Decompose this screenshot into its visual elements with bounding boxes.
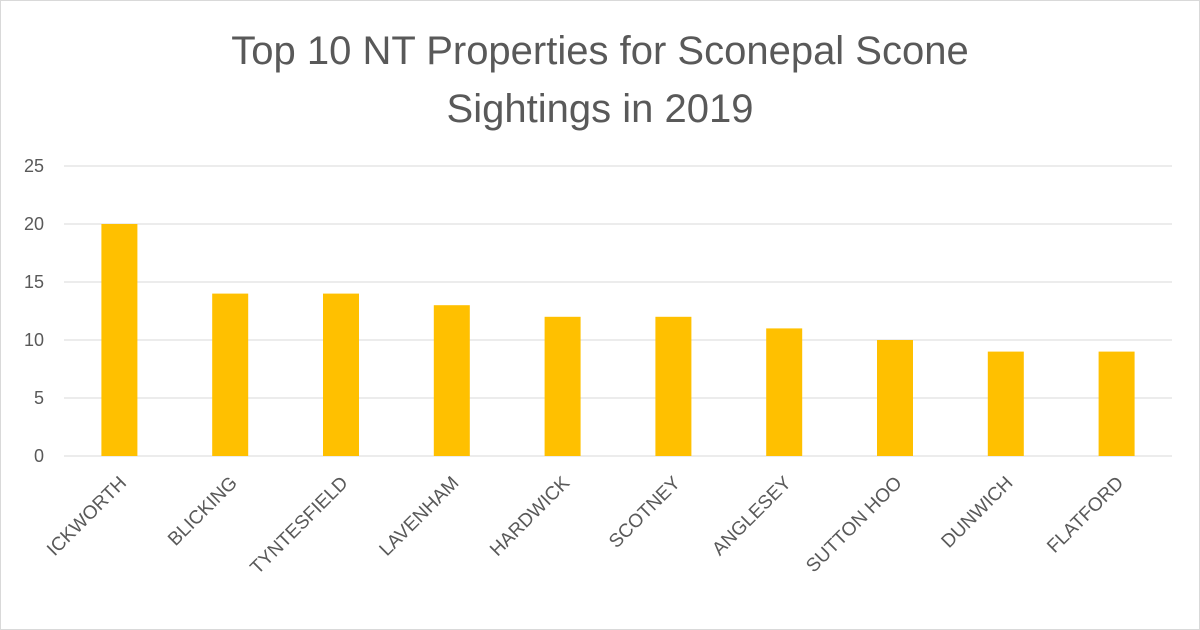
- bar: [987, 351, 1024, 456]
- x-tick-label: SCOTNEY: [605, 472, 685, 552]
- chart-title-line-2: Sightings in 2019: [446, 87, 754, 131]
- y-tick-label: 10: [24, 330, 44, 350]
- y-tick-label: 5: [34, 388, 44, 408]
- chart-title-line-1: Top 10 NT Properties for Sconepal Scone: [231, 29, 969, 73]
- bar: [101, 224, 138, 456]
- bar: [655, 316, 692, 456]
- y-tick-label: 15: [24, 272, 44, 292]
- x-tick-label: HARDWICK: [486, 472, 574, 560]
- bar: [877, 340, 913, 456]
- bar: [433, 305, 470, 456]
- x-tick-label: DUNWICH: [938, 473, 1018, 553]
- bar: [212, 293, 249, 456]
- x-tick-label: LAVENHAM: [376, 473, 464, 561]
- bar: [323, 293, 359, 456]
- x-tick-label: BLICKING: [164, 473, 242, 551]
- chart-title: Top 10 NT Properties for Sconepal Scone …: [0, 22, 1200, 138]
- bar: [1098, 351, 1135, 456]
- y-tick-label: 20: [24, 214, 44, 234]
- x-tick-label: ICKWORTH: [43, 473, 131, 561]
- x-tick-label: FLATFORD: [1043, 473, 1128, 558]
- x-tick-label: ANGLESEY: [708, 472, 796, 560]
- y-tick-label: 0: [34, 446, 44, 466]
- y-tick-label: 25: [24, 156, 44, 176]
- x-tick-label: TYNTESFIELD: [247, 473, 353, 579]
- x-tick-label: SUTTON HOO: [802, 473, 906, 577]
- bar: [766, 328, 803, 456]
- bar: [544, 316, 581, 456]
